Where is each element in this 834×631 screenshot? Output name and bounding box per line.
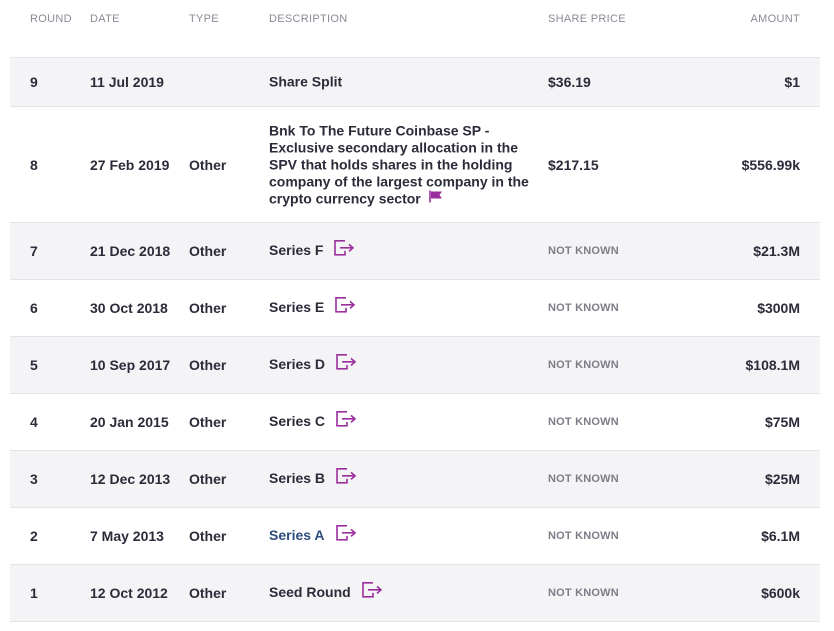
external-link-icon[interactable] (335, 525, 357, 545)
table-header: ROUND DATE TYPE DESCRIPTION SHARE PRICE … (10, 0, 820, 58)
column-header-round[interactable]: ROUND (30, 13, 72, 25)
round-date: 30 Oct 2018 (90, 300, 168, 316)
round-type: Other (189, 156, 227, 173)
round-description-block: Series E (269, 297, 534, 317)
round-description[interactable]: Series F (269, 241, 324, 258)
round-description[interactable]: Series D (269, 355, 326, 372)
round-type: Other (189, 585, 227, 601)
share-price: NOT KNOWN (548, 416, 619, 428)
round-number: 4 (30, 414, 38, 430)
share-price: NOT KNOWN (548, 587, 619, 599)
share-price: NOT KNOWN (548, 530, 619, 542)
round-number: 1 (30, 585, 38, 601)
column-header-share-price[interactable]: SHARE PRICE (548, 13, 626, 25)
round-date: 7 May 2013 (90, 528, 164, 544)
round-description-block: Series C (269, 411, 534, 431)
round-date: 10 Sep 2017 (90, 357, 171, 373)
round-description: Share Split (269, 73, 343, 90)
round-date: 12 Oct 2012 (90, 585, 168, 601)
round-description[interactable]: Series B (269, 469, 326, 486)
round-number: 5 (30, 357, 38, 373)
column-header-date[interactable]: DATE (90, 13, 120, 25)
table-row[interactable]: 9 11 Jul 2019 Share Split $36.19 $1 (10, 58, 820, 107)
column-header-amount[interactable]: AMOUNT (750, 13, 800, 25)
round-date: 11 Jul 2019 (90, 74, 164, 90)
flag-icon[interactable] (428, 189, 443, 206)
round-description-block: Series A (269, 525, 534, 545)
table-row[interactable]: 1 12 Oct 2012 Other Seed Round NOT KNOWN… (10, 565, 820, 622)
table-row[interactable]: 2 7 May 2013 Other Series A NOT KNOWN $6… (10, 508, 820, 565)
table-row[interactable]: 8 27 Feb 2019 Other Bnk To The Future Co… (10, 107, 820, 223)
round-description-block: Seed Round (269, 582, 534, 602)
round-type: Other (189, 414, 227, 430)
round-amount: $1 (784, 74, 800, 90)
round-number: 8 (30, 156, 38, 173)
round-number: 9 (30, 74, 38, 90)
external-link-icon[interactable] (334, 297, 356, 317)
round-type: Other (189, 357, 227, 373)
round-description[interactable]: Series A (269, 526, 325, 543)
column-header-description[interactable]: DESCRIPTION (269, 13, 348, 25)
share-price: $36.19 (548, 74, 591, 90)
external-link-icon[interactable] (361, 582, 383, 602)
share-price: NOT KNOWN (548, 359, 619, 371)
table-row[interactable]: 4 20 Jan 2015 Other Series C NOT KNOWN $… (10, 394, 820, 451)
round-type: Other (189, 243, 227, 259)
share-price: NOT KNOWN (548, 473, 619, 485)
round-date: 20 Jan 2015 (90, 414, 169, 430)
round-type: Other (189, 300, 227, 316)
share-price: NOT KNOWN (548, 302, 619, 314)
column-header-type[interactable]: TYPE (189, 13, 219, 25)
round-date: 21 Dec 2018 (90, 243, 171, 259)
round-amount: $300M (757, 300, 800, 316)
round-number: 7 (30, 243, 38, 259)
external-link-icon[interactable] (335, 354, 357, 374)
round-amount: $600k (761, 585, 800, 601)
round-amount: $108.1M (745, 357, 800, 373)
round-amount: $75M (764, 414, 800, 430)
round-type: Other (189, 528, 227, 544)
round-date: 12 Dec 2013 (90, 471, 171, 487)
round-description-block: Bnk To The Future Coinbase SP - Exclusiv… (269, 122, 534, 207)
external-link-icon[interactable] (335, 411, 357, 431)
round-description[interactable]: Seed Round (269, 583, 351, 600)
table-row[interactable]: 7 21 Dec 2018 Other Series F NOT KNOWN $… (10, 223, 820, 280)
round-amount: $556.99k (741, 156, 800, 173)
round-type: Other (189, 471, 227, 487)
round-description[interactable]: Series E (269, 298, 325, 315)
share-price: $217.15 (548, 156, 599, 173)
table-row[interactable]: 6 30 Oct 2018 Other Series E NOT KNOWN $… (10, 280, 820, 337)
round-amount: $25M (764, 471, 800, 487)
table-row[interactable]: 3 12 Dec 2013 Other Series B NOT KNOWN $… (10, 451, 820, 508)
external-link-icon[interactable] (335, 468, 357, 488)
round-description-block: Series F (269, 240, 534, 260)
round-amount: $21.3M (753, 243, 800, 259)
round-description: Bnk To The Future Coinbase SP - Exclusiv… (269, 122, 529, 206)
table-row[interactable]: 5 10 Sep 2017 Other Series D NOT KNOWN $… (10, 337, 820, 394)
round-number: 2 (30, 528, 38, 544)
round-description-block: Series D (269, 354, 534, 374)
share-price: NOT KNOWN (548, 245, 619, 257)
round-description[interactable]: Series C (269, 412, 326, 429)
round-date: 27 Feb 2019 (90, 156, 170, 173)
round-description-block: Series B (269, 468, 534, 488)
round-amount: $6.1M (761, 528, 800, 544)
external-link-icon[interactable] (333, 240, 355, 260)
round-number: 6 (30, 300, 38, 316)
round-number: 3 (30, 471, 38, 487)
